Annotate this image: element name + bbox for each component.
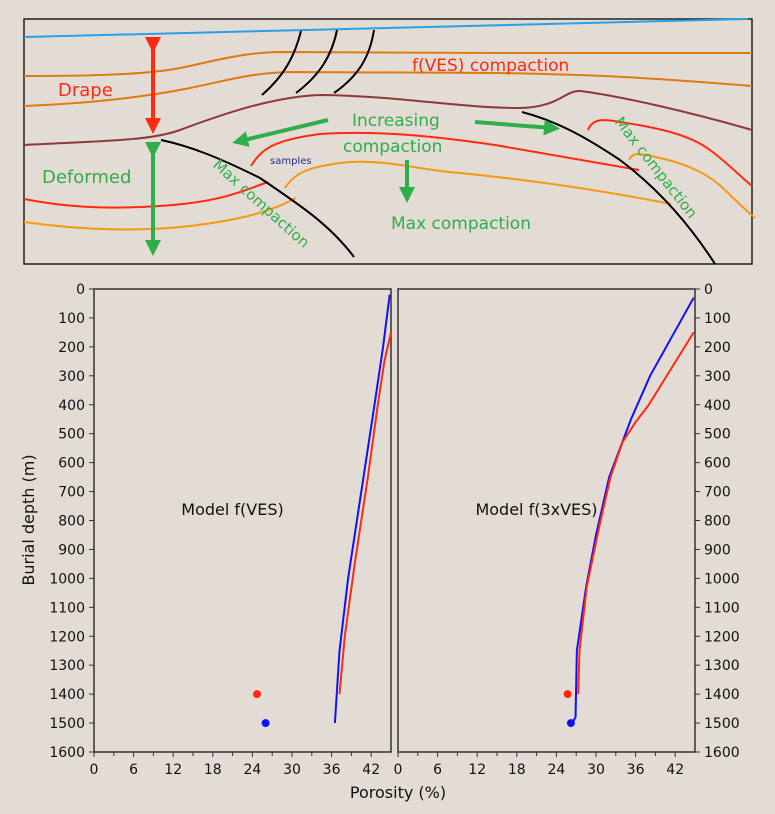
x-tick-label: 42: [666, 762, 684, 778]
compaction-arrow-left: [232, 118, 329, 147]
horizon-orange-1: [23, 50, 752, 77]
y-tick-label: 700: [58, 485, 85, 501]
y-tick-label: 1200: [49, 629, 85, 645]
y-tick-label: 800: [58, 514, 85, 530]
y-tick-label: 1500: [49, 716, 85, 732]
x-tick-label: 0: [90, 762, 99, 778]
y-tick-label: 1100: [704, 600, 740, 616]
x-tick-label: 18: [204, 762, 222, 778]
y-tick-label: 1000: [704, 571, 740, 587]
increasing-label: Increasing: [352, 111, 440, 131]
y-tick-label: 100: [58, 311, 85, 327]
max-compaction-center-label: Max compaction: [391, 214, 531, 234]
plot-frame: [93, 288, 392, 753]
x-tick-label: 30: [587, 762, 605, 778]
y-tick-label: 700: [704, 485, 731, 501]
red-sample-point: [253, 690, 262, 699]
y-tick-label: 1000: [49, 571, 85, 587]
y-tick-label: 300: [58, 369, 85, 385]
y-tick-label: 400: [58, 398, 85, 414]
fault-small-3: [333, 29, 375, 94]
y-tick-label: 200: [58, 340, 85, 356]
horizon-red-right: [587, 119, 753, 187]
y-tick-label: 1100: [49, 600, 85, 616]
chart-model-fves: 0 6 12 18 24 30 36 42 0 100 200 300 400 500 600 700 800 9…: [49, 282, 392, 778]
drape-label: Drape: [58, 80, 113, 101]
x-axis-label: Porosity (%): [350, 783, 446, 802]
fault-right: [521, 111, 716, 265]
horizon-amber-middle: [284, 160, 672, 205]
y-tick-label: 1600: [49, 745, 85, 761]
cross-section-diagram: Drape f(VES) compaction Increasing compa…: [23, 18, 756, 265]
horizon-amber-left: [23, 197, 297, 231]
x-tick-label: 18: [508, 762, 526, 778]
x-tick-label: 6: [433, 762, 442, 778]
fault-small-2: [295, 29, 338, 94]
chart-title: Model f(VES): [181, 500, 283, 519]
fault-left: [160, 139, 355, 258]
y-tick-label: 1500: [704, 716, 740, 732]
chart-model-f3xves: 0 6 12 18 24 30 36 42 0 100 200 300 400 500 600 700 800 9…: [394, 282, 740, 778]
y-axis-label: Burial depth (m): [19, 454, 38, 585]
blue-sample-point: [261, 719, 270, 728]
series-red-model: [338, 332, 392, 695]
y-tick-label: 800: [704, 514, 731, 530]
horizon-orange-2: [23, 70, 753, 107]
x-tick-label: 36: [627, 762, 645, 778]
fves-compaction-label: f(VES) compaction: [412, 56, 569, 76]
x-tick-label: 24: [243, 762, 261, 778]
y-tick-label: 400: [704, 398, 731, 414]
blue-sample-point: [566, 719, 575, 728]
horizon-maroon: [23, 89, 753, 146]
y-tick-label: 600: [704, 456, 731, 472]
x-tick-label: 0: [394, 762, 403, 778]
y-tick-label: 100: [704, 311, 731, 327]
y-tick-label: 1300: [704, 658, 740, 674]
plot-frame: [397, 288, 696, 753]
y-tick-label: 900: [704, 542, 731, 558]
diagram-frame: [23, 18, 753, 265]
x-tick-label: 42: [362, 762, 380, 778]
y-tick-label: 500: [58, 427, 85, 443]
series-blue-model: [571, 297, 695, 724]
x-tick-label: 36: [323, 762, 341, 778]
y-tick-label: 300: [704, 369, 731, 385]
x-tick-label: 12: [468, 762, 486, 778]
chart-title: Model f(3xVES): [475, 500, 597, 519]
horizon-amber-right: [628, 153, 756, 219]
y-tick-label: 0: [704, 282, 713, 298]
x-tick-label: 12: [164, 762, 182, 778]
red-sample-point: [563, 690, 572, 699]
x-tick-label: 24: [547, 762, 565, 778]
y-tick-label: 600: [58, 456, 85, 472]
y-tick-label: 200: [704, 340, 731, 356]
series-red-model: [577, 331, 695, 695]
y-tick-label: 1400: [49, 687, 85, 703]
y-tick-label: 1200: [704, 629, 740, 645]
sea-surface-line: [23, 18, 749, 38]
series-blue-model: [333, 294, 391, 724]
y-tick-label: 0: [76, 282, 85, 298]
horizon-red-middle: [250, 131, 640, 171]
y-tick-label: 500: [704, 427, 731, 443]
y-tick-label: 1300: [49, 658, 85, 674]
y-tick-label: 900: [58, 542, 85, 558]
fault-small-1: [261, 30, 302, 96]
samples-label: samples: [270, 156, 312, 167]
compaction-arrow-right: [474, 119, 560, 136]
compaction-label: compaction: [343, 137, 442, 157]
x-tick-label: 6: [129, 762, 138, 778]
deformed-label: Deformed: [42, 167, 131, 188]
y-tick-label: 1600: [704, 745, 740, 761]
x-tick-label: 30: [283, 762, 301, 778]
y-tick-label: 1400: [704, 687, 740, 703]
